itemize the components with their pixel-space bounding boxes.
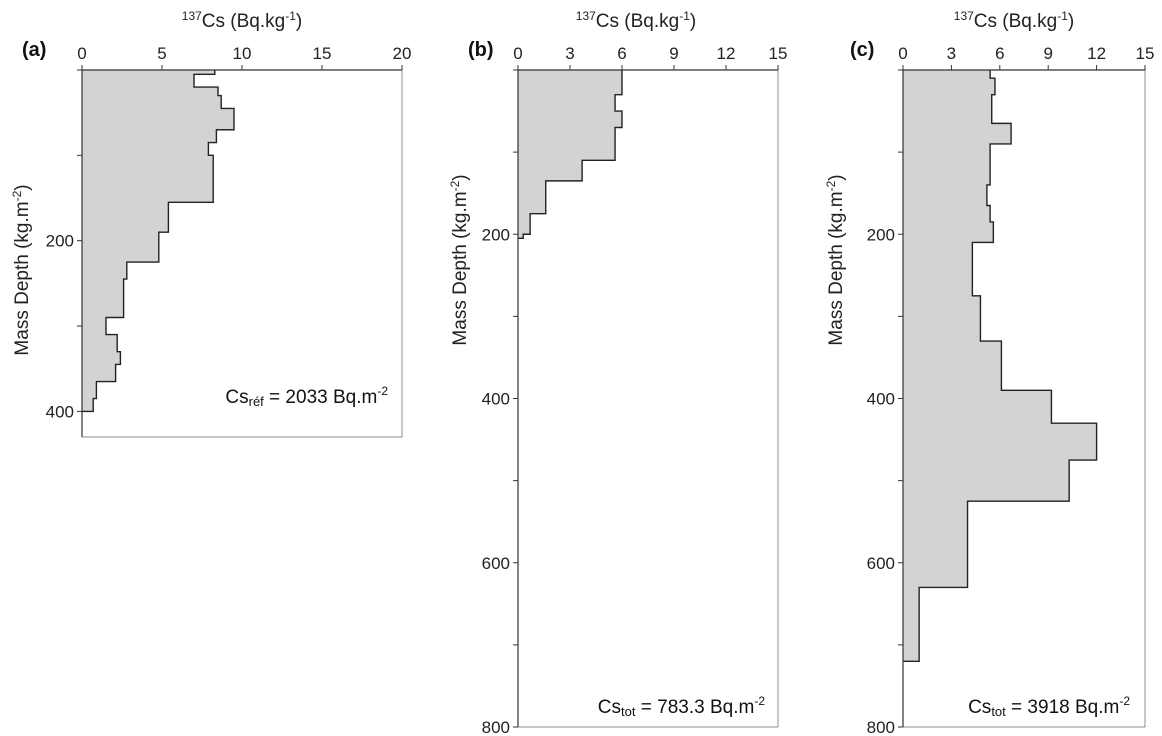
ylabel-superscript: -2 — [448, 180, 462, 191]
ylabel-main: Mass Depth (kg.m — [12, 201, 33, 355]
x-tick-label: 9 — [669, 44, 678, 63]
panel-b: 0 3 6 9 12 15 200 400 600 800 137Cs (Bq.kg-1) (b) Ma… — [448, 9, 787, 736]
y-tick-label: 600 — [482, 554, 510, 573]
profile-line — [518, 70, 623, 240]
profile-line — [903, 70, 1098, 662]
y-tick-label: 400 — [482, 390, 510, 409]
panel-label: (c) — [850, 39, 874, 61]
title-end: ) — [1068, 11, 1074, 32]
y-tick-label: 200 — [482, 225, 510, 244]
panel-c: 0 3 6 9 12 15 200 400 600 800 137Cs (Bq.kg-1) (c) Ma… — [824, 9, 1154, 736]
annotation-main: Cs — [968, 697, 991, 718]
y-axis-title: Mass Depth (kg.m-2) — [824, 174, 847, 345]
annotation-subscript: tot — [991, 704, 1006, 719]
ylabel-end: ) — [450, 174, 471, 180]
profile-area — [82, 70, 234, 412]
x-axis-title: 137Cs (Bq.kg-1) — [954, 9, 1074, 32]
title-superscript: 137 — [954, 9, 974, 23]
x-axis-title: 137Cs (Bq.kg-1) — [182, 9, 302, 32]
annotation-value: = 783.3 Bq.m — [636, 697, 755, 718]
x-tick-label: 6 — [617, 44, 626, 63]
y-tick-label: 200 — [867, 225, 895, 244]
x-axis-title: 137Cs (Bq.kg-1) — [576, 9, 696, 32]
y-tick-label: 200 — [46, 232, 74, 251]
x-tick-label: 15 — [1136, 44, 1155, 63]
title-main: Cs (Bq.kg — [974, 11, 1057, 32]
x-tick-label: 0 — [513, 44, 522, 63]
panel-label: (a) — [22, 39, 46, 61]
x-tick-label: 12 — [717, 44, 736, 63]
annotation-superscript: -2 — [377, 384, 388, 398]
annotation-value: = 2033 Bq.m — [264, 387, 378, 408]
y-tick-label: 800 — [482, 718, 510, 736]
y-tick-label: 800 — [867, 718, 895, 736]
annotation-superscript: -2 — [754, 694, 765, 708]
inventory-annotation: Csréf = 2033 Bq.m-2 — [225, 384, 388, 409]
x-tick-label: 3 — [947, 44, 956, 63]
x-tick-label: 0 — [77, 44, 86, 63]
annotation-value: = 3918 Bq.m — [1006, 697, 1120, 718]
inventory-annotation: Cstot = 783.3 Bq.m-2 — [598, 694, 766, 719]
profile-area — [518, 70, 622, 239]
x-tick-label: 15 — [313, 44, 332, 63]
title-superscript: 137 — [576, 9, 596, 23]
panel-label: (b) — [468, 39, 494, 61]
y-axis-title: Mass Depth (kg.m-2) — [448, 174, 471, 345]
ylabel-main: Mass Depth (kg.m — [450, 191, 471, 345]
title-superscript: 137 — [182, 9, 202, 23]
x-tick-label: 3 — [565, 44, 574, 63]
y-tick-label: 600 — [867, 554, 895, 573]
inventory-annotation: Cstot = 3918 Bq.m-2 — [968, 694, 1130, 719]
ylabel-end: ) — [826, 174, 847, 180]
panel-a: 0 5 10 15 20 200 400 137Cs (Bq.kg-1) (a) Mass Dep… — [10, 9, 412, 438]
x-tick-label: 0 — [898, 44, 907, 63]
annotation-subscript: tot — [621, 704, 636, 719]
x-tick-label: 12 — [1087, 44, 1106, 63]
title-unit-superscript: -1 — [1057, 9, 1068, 23]
x-tick-label: 10 — [233, 44, 252, 63]
x-tick-label: 20 — [393, 44, 412, 63]
title-end: ) — [690, 11, 696, 32]
x-tick-label: 5 — [157, 44, 166, 63]
y-tick-label: 400 — [46, 402, 74, 421]
annotation-subscript: réf — [249, 394, 265, 409]
y-tick-label: 400 — [867, 390, 895, 409]
x-tick-label: 6 — [995, 44, 1004, 63]
profile-area — [903, 70, 1097, 662]
annotation-main: Cs — [598, 697, 621, 718]
x-tick-label: 15 — [769, 44, 788, 63]
title-unit-superscript: -1 — [285, 9, 296, 23]
y-axis-title: Mass Depth (kg.m-2) — [10, 184, 33, 355]
profile-line — [82, 70, 235, 413]
ylabel-main: Mass Depth (kg.m — [826, 191, 847, 345]
ylabel-superscript: -2 — [10, 190, 24, 201]
annotation-main: Cs — [225, 387, 248, 408]
ylabel-superscript: -2 — [824, 180, 838, 191]
annotation-superscript: -2 — [1119, 694, 1130, 708]
title-unit-superscript: -1 — [679, 9, 690, 23]
title-main: Cs (Bq.kg — [202, 11, 285, 32]
title-end: ) — [296, 11, 302, 32]
x-tick-label: 9 — [1043, 44, 1052, 63]
ylabel-end: ) — [12, 184, 33, 190]
title-main: Cs (Bq.kg — [596, 11, 679, 32]
